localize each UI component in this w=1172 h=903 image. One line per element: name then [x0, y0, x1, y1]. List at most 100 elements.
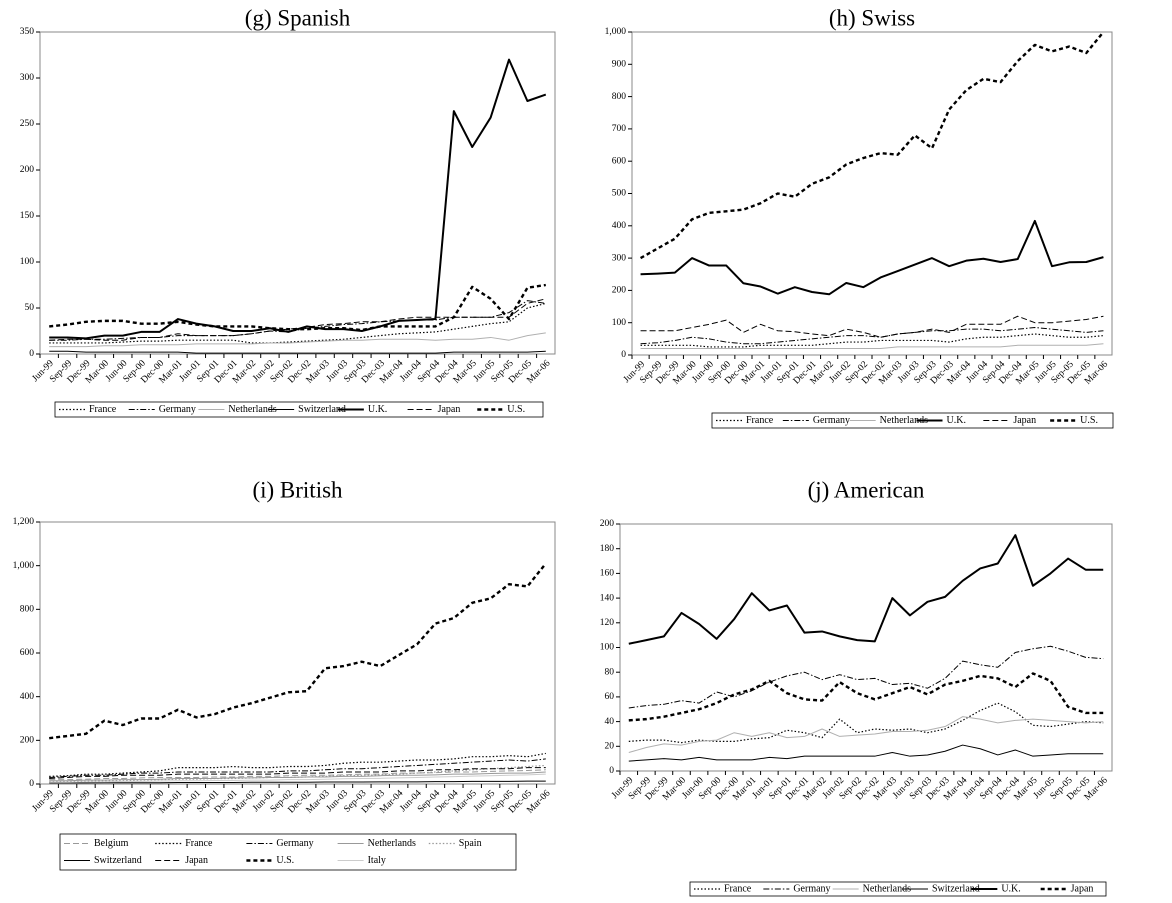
y-tick-label: 200 [612, 286, 627, 296]
y-tick-label: 150 [20, 211, 35, 221]
legend-label: U.S. [507, 404, 525, 415]
y-tick-label: 0 [29, 779, 34, 789]
panel: (i) British02004006008001,0001,200Jun-99… [13, 477, 556, 871]
legend-label: Japan [438, 404, 461, 415]
panel: (g) Spanish050100150200250300350Jun-99Se… [20, 5, 556, 418]
y-tick-label: 60 [605, 692, 615, 702]
series-line [49, 752, 546, 777]
legend-label: Germany [793, 883, 830, 894]
y-tick-label: 200 [600, 519, 615, 529]
y-tick-label: 300 [612, 253, 627, 263]
panel: (h) Swiss 0 100 200 300 400 500 600 700 800 900 1,0… [605, 5, 1114, 429]
y-tick-label: 200 [20, 736, 35, 746]
y-tick-label: 400 [612, 221, 627, 231]
y-tick-label: 50 [25, 303, 35, 313]
series-line [640, 343, 1104, 350]
legend-label: Japan [1013, 415, 1036, 426]
series-line [49, 283, 546, 332]
legend-label: Japan [1071, 883, 1094, 894]
legend-label: Italy [368, 855, 386, 866]
legend-label: Netherlands [368, 838, 416, 849]
series-line [639, 31, 1105, 260]
series-line [49, 350, 546, 354]
legend-label: U.S. [276, 855, 294, 866]
series-line [628, 672, 1104, 722]
y-tick-label: 100 [20, 257, 35, 267]
legend-label: France [746, 415, 774, 426]
panel: (j) American 0 20 40 60 80 100 120 140 160 180 200 J… [600, 477, 1113, 897]
legend-label: Germany [159, 404, 196, 415]
y-tick-label: 400 [20, 692, 35, 702]
legend-label: France [89, 404, 117, 415]
legend-label: Switzerland [932, 883, 980, 894]
legend-label: Switzerland [298, 404, 346, 415]
y-tick-label: 0 [29, 349, 34, 359]
series-line [49, 758, 546, 778]
y-tick-label: 180 [600, 544, 615, 554]
legend-box [54, 401, 544, 418]
series-line [628, 645, 1104, 709]
y-tick-label: 140 [600, 593, 615, 603]
series-line [640, 219, 1104, 296]
series-line [640, 315, 1104, 338]
series-line [49, 767, 546, 780]
chart-title: (g) Spanish [245, 5, 351, 30]
y-tick-label: 600 [20, 648, 35, 658]
series-line [49, 562, 547, 740]
legend-label: Netherlands [228, 404, 276, 415]
y-tick-label: 200 [20, 165, 35, 175]
legend-box [689, 881, 1107, 897]
y-tick-label: 100 [612, 318, 627, 328]
y-tick-label: 1,000 [13, 561, 35, 571]
legend-label: Germany [813, 415, 850, 426]
series-line [49, 58, 547, 340]
series-line [49, 302, 546, 344]
plot-frame [631, 31, 1113, 356]
y-tick-label: 120 [600, 618, 615, 628]
series-line [49, 771, 546, 782]
chart-title: (j) American [808, 477, 925, 502]
y-tick-label: 300 [20, 73, 35, 83]
series-line [628, 744, 1104, 762]
chart-title: (i) British [252, 477, 343, 502]
legend-label: France [185, 838, 213, 849]
legend-label: Japan [185, 855, 208, 866]
legend-label: Netherlands [863, 883, 911, 894]
y-tick-label: 20 [605, 741, 615, 751]
legend-box [711, 412, 1114, 429]
legend-label: Spain [459, 838, 482, 849]
y-tick-label: 0 [621, 350, 626, 360]
series-line [628, 534, 1104, 645]
legend-label: Switzerland [94, 855, 142, 866]
legend-label: U.S. [1080, 415, 1098, 426]
y-tick-label: 160 [600, 569, 615, 579]
series-line [49, 780, 546, 784]
y-tick-label: 40 [605, 717, 615, 727]
series-line [628, 716, 1104, 753]
series-line [49, 298, 546, 341]
y-tick-label: 500 [612, 189, 627, 199]
y-tick-label: 900 [612, 59, 627, 69]
series-line [49, 332, 546, 348]
series-line [640, 327, 1104, 345]
legend-label: Germany [276, 838, 313, 849]
y-tick-label: 700 [612, 124, 627, 134]
series-line [49, 769, 546, 781]
legend-label: U.K. [1001, 883, 1020, 894]
series-line [640, 333, 1104, 348]
y-tick-label: 100 [600, 643, 615, 653]
y-tick-label: 1,000 [605, 27, 627, 37]
legend-label: France [724, 883, 752, 894]
y-tick-label: 1,200 [13, 517, 35, 527]
legend-label: Netherlands [880, 415, 928, 426]
legend-label: Belgium [94, 838, 129, 849]
y-tick-label: 250 [20, 119, 35, 129]
series-line [49, 764, 546, 783]
legend-label: U.K. [947, 415, 966, 426]
y-tick-label: 0 [609, 766, 614, 776]
plot-frame [39, 31, 556, 355]
series-line [628, 702, 1104, 744]
y-tick-label: 600 [612, 156, 627, 166]
legend-box [59, 833, 517, 871]
